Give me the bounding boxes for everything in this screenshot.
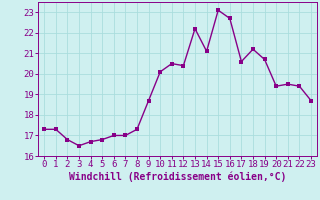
X-axis label: Windchill (Refroidissement éolien,°C): Windchill (Refroidissement éolien,°C) xyxy=(69,172,286,182)
